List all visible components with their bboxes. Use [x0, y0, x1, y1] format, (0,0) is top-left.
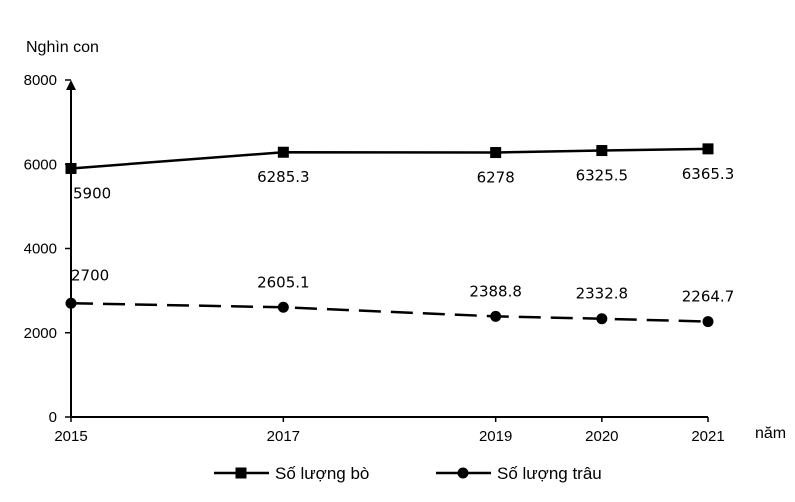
y-tick-label: 4000	[24, 241, 57, 258]
y-tick-label: 6000	[24, 156, 57, 173]
data-point-trau	[277, 301, 289, 313]
x-tick-label: 2020	[585, 428, 618, 445]
data-point-trau	[490, 310, 502, 322]
tick-labels: 0 2000 4000 6000 8000 2015 2017 2019 2020 2021	[24, 72, 725, 445]
data-labels: 5900 6285.3 6278 6325.5 6365.3 2700 2605.1 2388…	[71, 165, 734, 306]
legend: Số lượng bò Số lượng trâu	[214, 464, 602, 483]
x-axis-label: năm	[755, 425, 786, 442]
x-tick-label: 2017	[267, 428, 300, 445]
series-line-trau	[70, 302, 709, 323]
legend-circle-marker	[457, 467, 469, 479]
y-tick-label: 8000	[24, 72, 57, 89]
data-label-bo: 5900	[73, 184, 111, 202]
data-label-bo: 6325.5	[576, 167, 629, 185]
series-layer	[65, 143, 714, 328]
axes	[65, 79, 709, 422]
data-label-trau: 2605.1	[257, 273, 310, 291]
legend-square-marker	[235, 467, 247, 479]
data-label-bo: 6278	[477, 169, 515, 187]
x-tick-label: 2019	[479, 428, 512, 445]
y-tick-label: 0	[49, 409, 57, 426]
data-point-bo	[596, 145, 608, 157]
data-label-trau: 2264.7	[682, 288, 735, 306]
series-line-bo	[70, 147, 709, 170]
x-tick-label: 2015	[54, 428, 87, 445]
y-tick-label: 2000	[24, 325, 57, 342]
data-point-trau	[65, 297, 77, 309]
y-axis-arrow	[66, 80, 76, 90]
legend-label-bo: Số lượng bò	[275, 464, 369, 483]
x-tick-label: 2021	[691, 428, 724, 445]
data-label-trau: 2700	[71, 266, 109, 284]
data-point-trau	[596, 313, 608, 325]
data-label-trau: 2388.8	[469, 282, 522, 300]
legend-label-trau: Số lượng trâu	[497, 464, 602, 483]
data-label-bo: 6365.3	[682, 165, 735, 183]
data-label-bo: 6285.3	[257, 168, 310, 186]
data-point-bo	[490, 147, 502, 159]
data-point-bo	[277, 146, 289, 158]
y-axis-label: Nghìn con	[26, 39, 99, 56]
data-label-trau: 2332.8	[576, 285, 629, 303]
data-point-bo	[65, 162, 77, 174]
data-point-bo	[702, 143, 714, 155]
data-point-trau	[702, 316, 714, 328]
